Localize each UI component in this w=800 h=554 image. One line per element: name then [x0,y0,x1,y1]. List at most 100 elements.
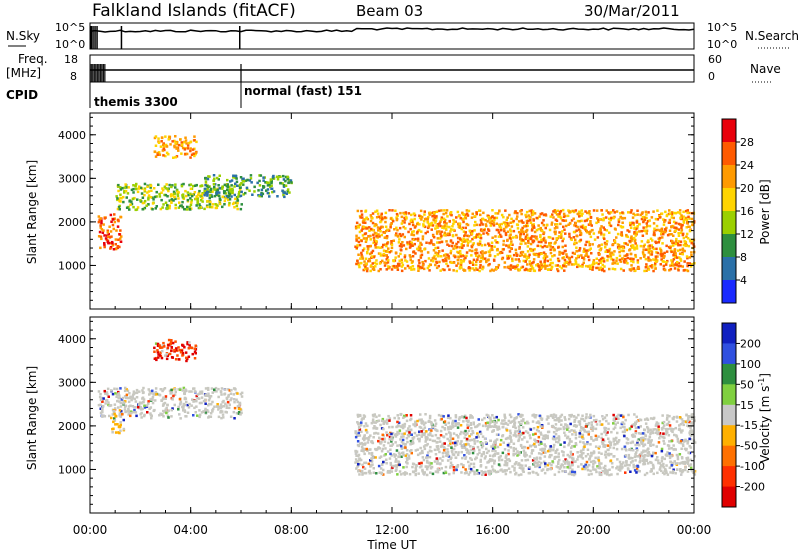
velocity-cell [227,406,231,410]
power-cell [613,239,617,243]
velocity-cell [690,415,693,418]
power-cell [412,230,415,233]
power-cell [184,152,187,156]
velocity-cell [689,463,693,466]
velocity-cell [643,455,646,458]
power-cell [597,220,600,224]
power-cell [158,192,161,196]
velocity-cell [467,443,470,446]
power-cell [608,267,611,271]
velocity-cell [133,406,136,409]
power-cell [435,266,439,270]
power-cell [580,225,583,228]
velocity-cell [424,421,427,424]
power-cell [685,218,689,222]
velocity-cell [123,389,127,393]
velocity-cell [477,472,481,475]
power-cell [529,218,532,222]
velocity-cell [400,435,403,439]
power-colorbar-tick-label: 24 [740,159,754,172]
power-cell [641,215,645,219]
velocity-cell [689,446,693,449]
power-cell [557,259,561,263]
power-cell [424,231,427,235]
velocity-cell [524,451,527,455]
power-cell [157,151,161,154]
power-cell [683,240,686,243]
power-cell [173,139,176,143]
power-cell [416,230,419,234]
power-cell [205,184,209,188]
power-cell [622,249,625,253]
power-cell [496,212,500,215]
power-cell [602,226,605,229]
power-cell [609,224,613,228]
power-cell [417,264,420,268]
power-cell [494,212,497,215]
velocity-cell [485,451,489,455]
power-cell [409,266,412,269]
velocity-cell [655,423,658,426]
power-cell [678,252,682,255]
power-cell [654,267,657,270]
velocity-cell [517,413,520,416]
power-cell [398,232,402,236]
velocity-cell [359,442,362,446]
velocity-cell [627,413,630,417]
velocity-cell [460,430,463,434]
power-cell [461,211,464,215]
power-cell [576,254,580,258]
power-cell [188,205,192,209]
velocity-cell [598,465,601,468]
velocity-cell [108,404,112,407]
power-cell [483,229,486,232]
velocity-cell [153,346,156,350]
velocity-cell [610,430,613,434]
power-cell [580,219,583,223]
velocity-cell [648,439,652,443]
power-cell [431,224,435,227]
power-cell [471,229,474,233]
velocity-cell [478,430,482,434]
power-cell [563,228,566,231]
velocity-cell [557,435,561,438]
power-cell [596,266,600,270]
velocity-cell [666,414,669,417]
velocity-cell [183,409,186,412]
velocity-cell [177,358,181,361]
power-cell [132,191,135,194]
velocity-cell [637,469,640,473]
power-cell [364,221,367,224]
velocity-cell [591,465,595,469]
velocity-cell [217,408,220,411]
power-cell [619,215,622,219]
power-cell [288,191,291,194]
power-cell [657,241,660,244]
power-cell [512,229,516,233]
velocity-cell [566,428,569,431]
velocity-cell [100,396,104,400]
power-cell [158,153,162,156]
power-cell [457,240,460,244]
velocity-cell [146,411,149,414]
power-cell [630,268,633,271]
power-cell [421,235,425,238]
velocity-cell [194,344,197,347]
velocity-cell [641,439,645,442]
power-cell [362,221,365,224]
power-cell [490,268,494,271]
power-cell [690,251,693,254]
power-cell [625,233,628,237]
power-cell [555,213,559,216]
power-cell [532,239,536,243]
power-cell [549,251,553,255]
velocity-cell [433,419,437,422]
power-cell [142,201,146,205]
power-cell [578,249,581,252]
velocity-cell [465,416,468,420]
velocity-cell [193,387,196,390]
velocity-cell [592,419,596,422]
velocity-cell [693,473,697,476]
velocity-cell [556,448,559,451]
power-cell [658,247,662,250]
